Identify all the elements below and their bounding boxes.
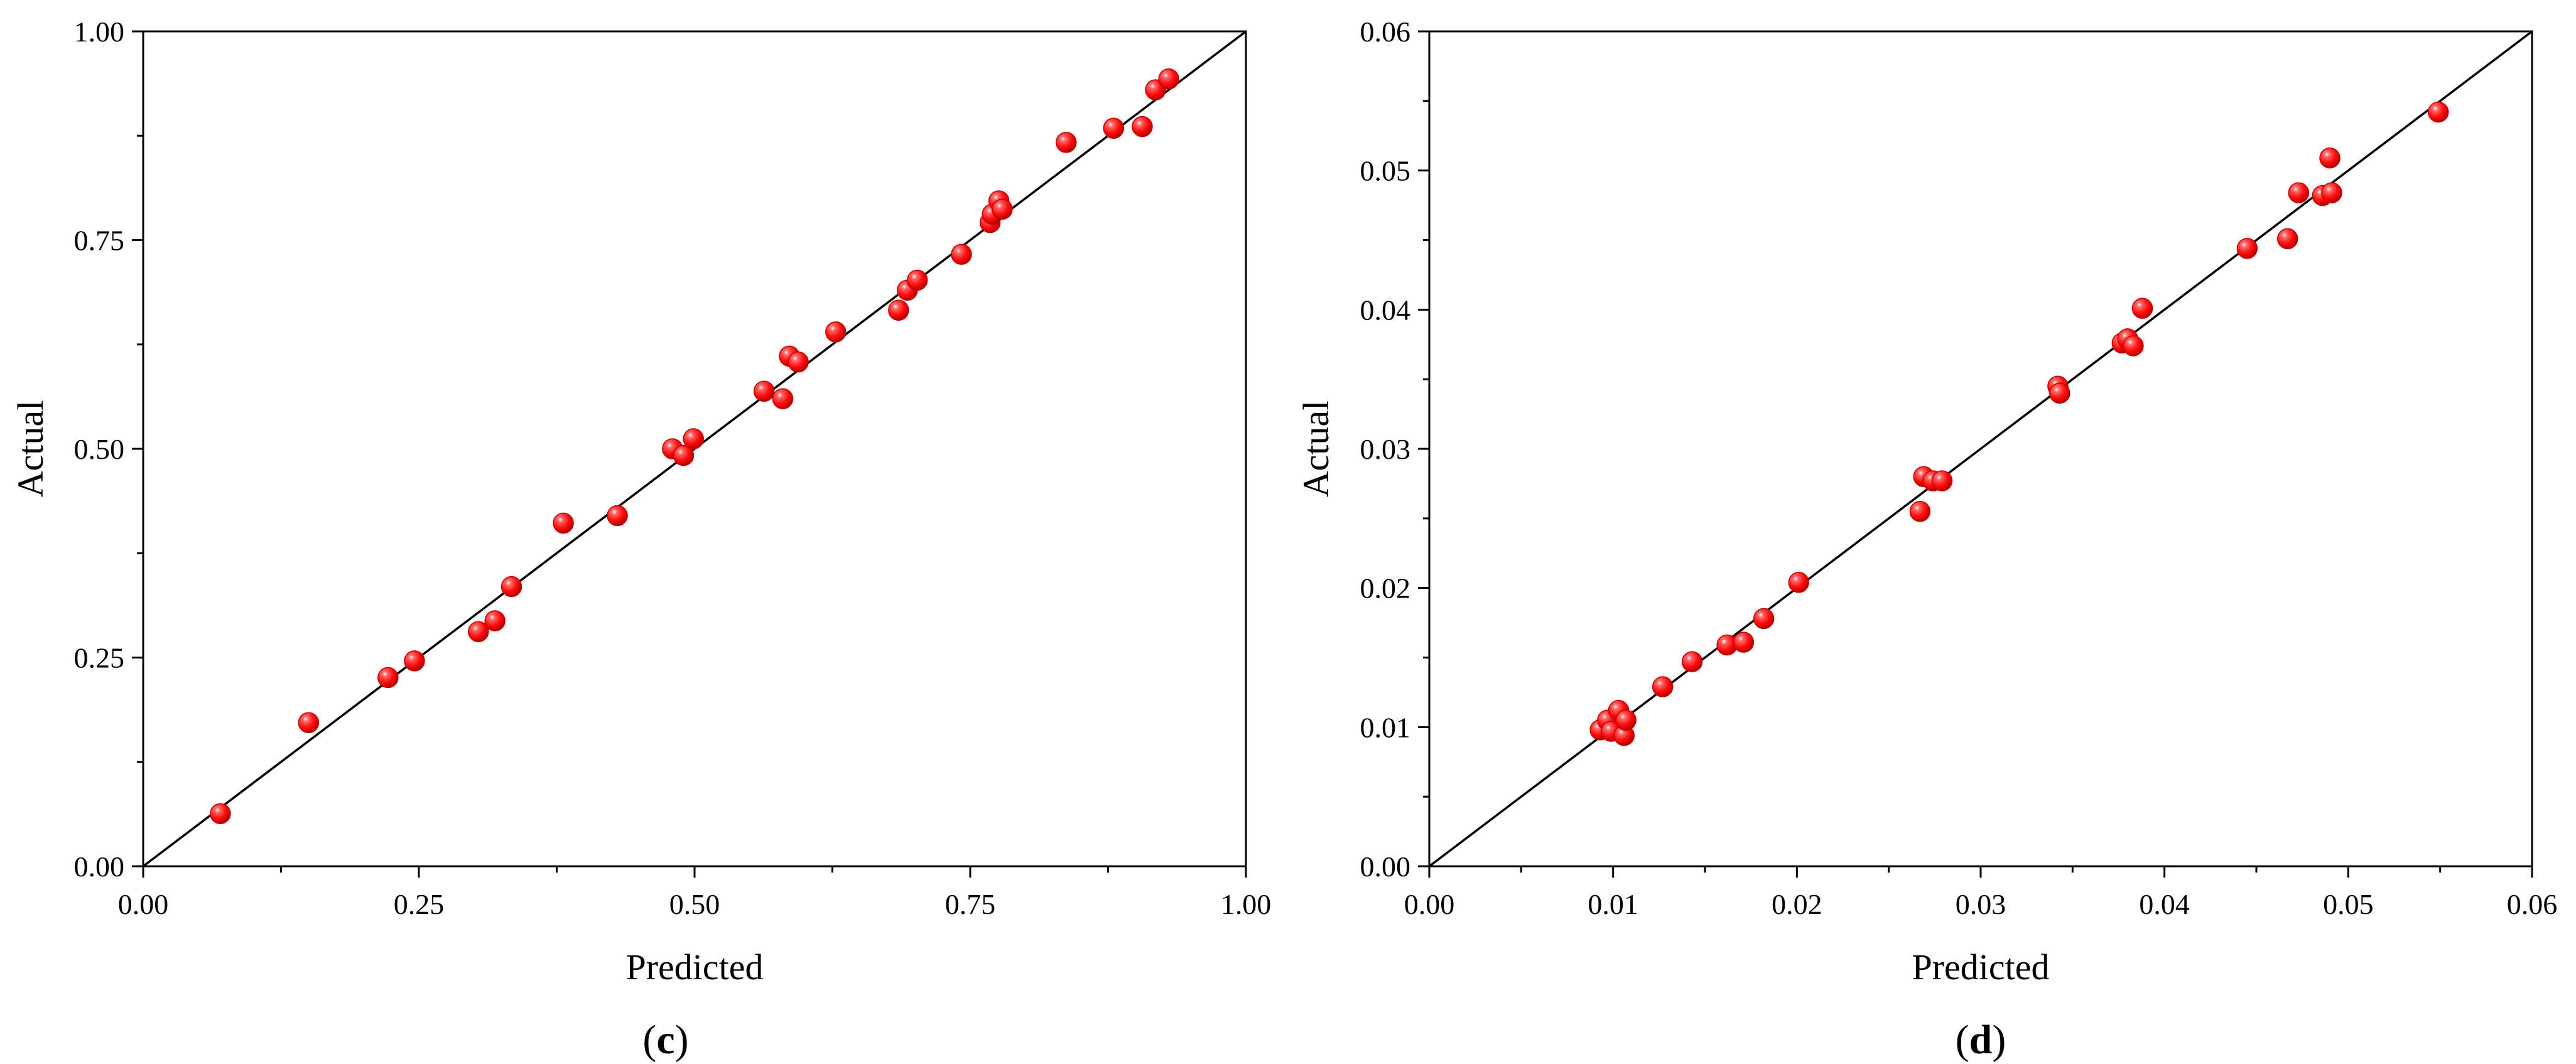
panel-d-points: [1589, 101, 2449, 746]
panel-c-data-point: [683, 428, 704, 449]
panel-d-data-point: [2236, 238, 2258, 259]
panel-d-y-tick-label: 0.05: [1360, 155, 1411, 187]
panel-c-data-point: [553, 512, 574, 534]
panel-d-x-tick-label: 0.00: [1404, 888, 1455, 920]
panel-c-plot-frame: [142, 30, 1247, 868]
panel-d-data-point: [2427, 101, 2449, 123]
panel-d-data-point: [2321, 182, 2342, 203]
panel-d-x-tick-label: 0.04: [2139, 888, 2190, 920]
panel-d-y-axis-title: Actual: [1296, 400, 1336, 498]
panel-d-y-tick-label: 0.06: [1360, 16, 1411, 48]
panel-d-y-tick-label: 0.04: [1360, 294, 1411, 326]
panel-d-data-point: [2288, 182, 2310, 203]
panel-c-data-point: [951, 244, 972, 265]
panel-d-data-point: [1931, 470, 1953, 492]
panel-c-y-tick-label: 0.75: [74, 225, 125, 257]
panel-d-data-point: [1615, 709, 1637, 731]
panel-c-x-tick-label: 1.00: [1221, 888, 1272, 920]
panel-d-y-tick-label: 0.02: [1360, 572, 1411, 605]
panel-d-reference-line: [1428, 30, 2533, 868]
panel-d-ticks: 0.00 0.01 0.02 0.03 0.04 0.05 0.06 0.00 0.01 0.02…: [1360, 16, 2558, 920]
scatter-panel-d: 0.00 0.01 0.02 0.03 0.04 0.05 0.06 0.00 0.01 0.02…: [1296, 16, 2557, 1063]
panel-d-data-point: [1733, 631, 1755, 653]
panel-d-data-point: [1652, 676, 1674, 697]
panel-d-x-tick-label: 0.01: [1588, 888, 1638, 920]
panel-d-data-point: [2123, 335, 2144, 357]
panel-c-y-tick-label: 1.00: [74, 16, 125, 48]
panel-d-plot-frame: [1428, 30, 2533, 868]
panel-c-data-point: [753, 380, 775, 402]
panel-d-x-axis-title: Predicted: [1912, 947, 2049, 987]
panel-c-data-point: [1132, 116, 1153, 137]
panel-c-letter: c: [656, 1017, 674, 1063]
panel-c-x-tick-label: 0.25: [394, 888, 445, 920]
panel-c-y-tick-label: 0.00: [74, 851, 125, 883]
panel-c-y-tick-label: 0.25: [74, 642, 125, 674]
panel-c-x-tick-label: 0.00: [118, 888, 169, 920]
panel-c-data-point: [888, 299, 909, 321]
panel-d-y-tick-label: 0.03: [1360, 433, 1411, 465]
panel-c-y-axis-title: Actual: [10, 400, 51, 498]
panel-c-ticks: 0.00 0.25 0.50 0.75 1.00 0.00 0.25 0.50 0.75 1.00: [74, 16, 1272, 920]
panel-c-data-point: [992, 198, 1013, 220]
panel-c-data-point: [501, 576, 522, 598]
panel-d-data-point: [1788, 572, 1810, 593]
panel-c-label: (c): [642, 1017, 688, 1063]
panel-c-points: [210, 68, 1179, 824]
panel-c-data-point: [210, 803, 231, 824]
panel-d-data-point: [1753, 608, 1775, 630]
panel-c-x-axis-title: Predicted: [625, 947, 763, 987]
panel-d-label: (d): [1956, 1017, 2006, 1063]
panel-d-data-point: [1909, 501, 1931, 522]
panel-d-x-tick-label: 0.02: [1772, 888, 1822, 920]
panel-d-data-point: [2319, 147, 2341, 169]
scatter-panel-c: 0.00 0.25 0.50 0.75 1.00 0.00 0.25 0.50 0.75 1.00…: [10, 16, 1271, 1063]
panel-c-x-tick-label: 0.50: [669, 888, 720, 920]
panel-c-data-point: [377, 667, 399, 689]
panel-c-data-point: [906, 269, 928, 291]
panel-c-data-point: [1103, 117, 1125, 139]
panel-d-data-point: [1681, 651, 1703, 672]
panel-c-x-tick-label: 0.75: [945, 888, 996, 920]
panel-d-y-tick-label: 0.01: [1360, 711, 1411, 743]
panel-c-data-point: [404, 650, 425, 672]
panel-d-y-tick-label: 0.00: [1360, 851, 1411, 883]
panel-c-data-point: [298, 712, 320, 733]
panel-d-data-point: [2277, 228, 2298, 250]
panel-d-letter: d: [1969, 1017, 1993, 1063]
panel-d-x-tick-label: 0.06: [2507, 888, 2558, 920]
panel-c-data-point: [1056, 132, 1077, 153]
panel-c-data-point: [1158, 68, 1179, 90]
panel-c-data-point: [607, 505, 628, 527]
panel-c-data-point: [772, 388, 794, 409]
panel-d-identity-line: [1428, 30, 2533, 868]
panel-d-x-tick-label: 0.05: [2323, 888, 2374, 920]
panel-c-data-point: [825, 321, 847, 343]
panel-d-data-point: [2049, 382, 2070, 404]
panel-c-data-point: [673, 444, 695, 466]
panel-d-data-point: [2131, 298, 2153, 319]
panel-c-data-point: [468, 621, 489, 643]
panel-c-y-tick-label: 0.50: [74, 433, 125, 465]
panel-c-data-point: [787, 351, 809, 373]
panel-d-x-tick-label: 0.03: [1956, 888, 2006, 920]
panel-c-data-point: [484, 610, 506, 631]
